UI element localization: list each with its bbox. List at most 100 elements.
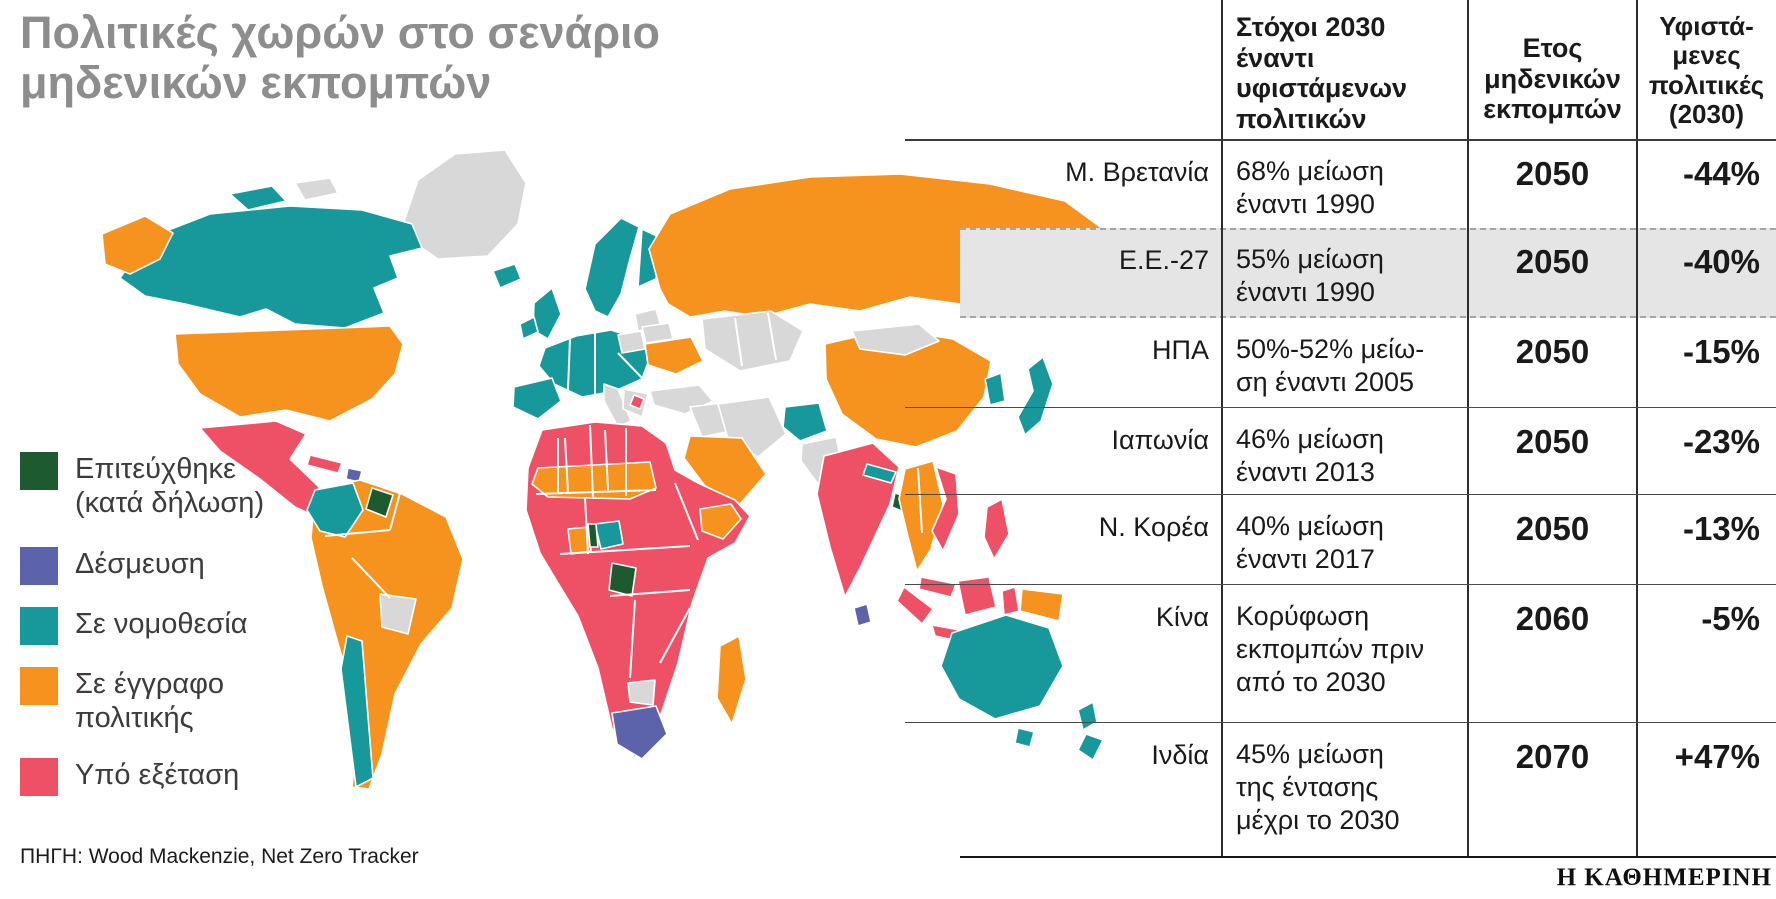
map-nepal [862,463,897,484]
header-country-cell [905,0,1222,140]
map-tasmania [1014,727,1035,748]
map-alaska [101,215,174,275]
row-country: Ε.Ε.-27 [1118,245,1209,275]
legend-label-achieved: Επιτεύχθηκε (κατά δήλωση) [75,453,265,519]
map-sulawesi [1001,586,1020,616]
map-arctic-islands-2 [294,177,339,201]
row-target: 46% μείωση έναντι 2013 [1236,424,1384,487]
country-borders [324,312,923,679]
map-colombia [306,482,364,538]
map-botswana [627,679,656,706]
row-policy: -15% [1682,333,1760,370]
map-sri-lanka [853,603,872,627]
table-divider-2 [1467,0,1469,856]
map-chile [340,635,374,788]
row-policy: +47% [1674,738,1760,775]
map-canada [119,205,423,329]
legend-swatch-under-consideration [20,757,58,796]
map-ghana-cote-divoire [567,526,592,555]
row-separator-1 [905,407,1776,408]
row-target: 68% μείωση έναντι 1990 [1236,156,1384,219]
row-separator-4 [905,722,1776,723]
map-south-america [310,479,464,790]
map-ukraine [644,336,704,375]
map-bolivia-paraguay [379,593,417,635]
map-greenland [399,149,527,260]
legend-item-policy-document: Σε έγγραφο πολιτικής [20,666,264,736]
row-policy: -13% [1682,510,1760,547]
map-mongolia [851,323,940,356]
map-usa [174,325,404,422]
row-country: Κίνα [1155,602,1209,632]
legend-item-legislation: Σε νομοθεσία [20,606,264,645]
map-gabon [608,562,637,597]
map-arctic-islands-1 [229,185,287,211]
legend-item-achieved: Επιτεύχθηκε (κατά δήλωση) [20,452,264,521]
row-year: 2050 [1515,423,1590,460]
map-japan [1017,356,1054,436]
map-india [816,442,900,598]
map-iberia [512,377,562,420]
table-divider-1 [1221,0,1223,856]
map-kazakhstan [701,310,804,372]
row-separator-3 [905,584,1776,585]
map-nigeria [594,520,624,550]
map-guyana-suriname [365,487,394,518]
legend-swatch-achieved [20,452,58,490]
row-target: 50%-52% μείω- ση έναντι 2005 [1236,334,1425,397]
legend-item-pledge: Δέσμευση [20,546,264,585]
header-year: Ετος μηδενικών εκπομπών [1483,33,1622,124]
map-iceland [492,263,522,289]
map-africa [525,421,751,759]
legend-label-pledge: Δέσμευση [75,547,205,580]
map-sumatra [896,586,934,625]
map-australia [940,614,1064,720]
map-scandinavia [584,217,640,318]
legend-item-under-consideration: Υπό εξέταση [20,757,264,796]
map-poland [617,330,646,354]
row-year: 2050 [1515,510,1590,547]
internal-borders [324,312,923,679]
targets-table: Στόχοι 2030 έναντι υφιστάμενων πολιτικών… [905,0,1776,899]
map-south-africa [611,705,668,760]
map-benin [587,523,599,548]
header-separator [905,139,1776,141]
map-korea [984,372,1006,406]
row-year: 2070 [1515,738,1590,775]
map-legend: Επιτεύχθηκε (κατά δήλωση) Δέσμευση Σε νο… [20,452,264,818]
row-target: 45% μείωση της έντασης μέχρι το 2030 [1236,739,1400,835]
row-country: Ν. Κορέα [1098,512,1209,542]
row-policy: -44% [1682,155,1760,192]
map-madagascar [716,635,747,725]
map-new-zealand-south [1077,733,1104,761]
table-divider-3 [1636,0,1638,856]
map-ireland [519,316,539,340]
map-belarus [641,322,674,344]
page-title: Πολιτικές χωρών στο σενάριο μηδενικών εκ… [20,7,661,109]
map-ethiopia-horn [699,503,742,540]
row-year: 2050 [1515,155,1590,192]
row-target: 40% μείωση έναντι 2017 [1236,511,1384,574]
row-policy: -5% [1701,600,1760,637]
row-year: 2050 [1515,243,1590,280]
row-country: Ινδία [1151,740,1209,770]
row-country: ΗΠΑ [1151,335,1209,365]
map-vietnam-laos [931,466,960,552]
map-borneo [957,576,997,616]
map-cuba [306,454,343,474]
row-year: 2060 [1515,600,1590,637]
row-year: 2050 [1515,333,1590,370]
legend-swatch-policy-document [20,666,58,705]
legend-swatch-pledge [20,546,58,585]
row-policy: -23% [1682,423,1760,460]
map-malaysia [918,576,957,598]
row-policy: -40% [1682,243,1760,280]
legend-label-under-consideration: Υπό εξέταση [75,758,240,791]
highlight-row-band [960,228,1776,318]
bottom-rule [960,856,1776,858]
map-saudi-arabia [683,435,767,505]
row-country: Ιαπωνία [1111,425,1209,455]
legend-label-policy-document: Σε έγγραφο πολιτικής [75,667,225,734]
legend-label-legislation: Σε νομοθεσία [75,607,248,640]
